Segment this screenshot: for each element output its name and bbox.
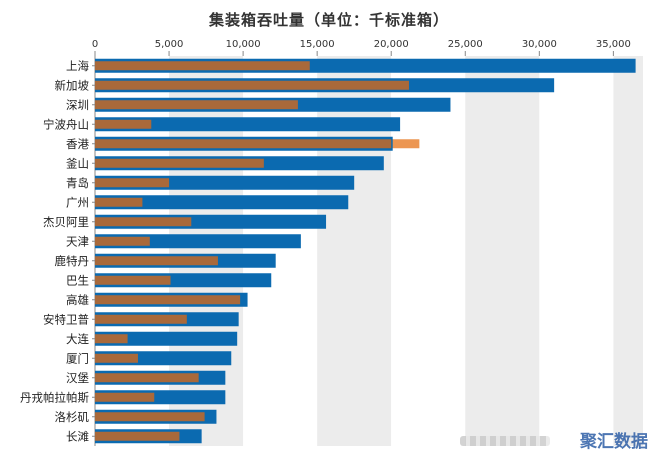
x-tick-label: 0 xyxy=(92,39,98,50)
watermark-text: 聚汇数据 xyxy=(580,432,648,452)
grid-band xyxy=(465,56,540,446)
x-tick-label: 25,000 xyxy=(448,39,483,50)
bar-series-2 xyxy=(95,158,264,168)
bar-series-1 xyxy=(95,331,238,346)
bar-series-2 xyxy=(95,412,205,422)
x-tick-label: 5,000 xyxy=(155,39,184,50)
category-label: 高雄 xyxy=(66,293,89,307)
category-label: 新加坡 xyxy=(55,78,90,92)
x-tick-label: 10,000 xyxy=(226,39,261,50)
x-tick-label: 15,000 xyxy=(300,39,335,50)
bar-series-2 xyxy=(95,236,150,246)
bar-series-2 xyxy=(95,100,298,110)
bar-series-2 xyxy=(95,197,143,207)
category-label: 鹿特丹 xyxy=(55,254,90,268)
grid-band xyxy=(391,56,466,446)
category-label: 天津 xyxy=(66,234,89,248)
bar-series-2 xyxy=(95,80,409,90)
category-label: 广州 xyxy=(66,195,89,209)
bar-series-2 xyxy=(95,373,199,383)
bar-series-2 xyxy=(95,119,152,129)
chart-title: 集装箱吞吐量（单位：千标准箱） xyxy=(208,11,449,29)
bar-series-2 xyxy=(95,295,241,305)
grid-band xyxy=(243,56,318,446)
category-label: 杰贝阿里 xyxy=(43,215,89,229)
bar-series-2 xyxy=(95,61,310,71)
category-label: 宁波舟山 xyxy=(43,117,89,131)
bar-series-1 xyxy=(95,117,401,132)
category-label: 洛杉矶 xyxy=(55,410,90,424)
bar-series-2 xyxy=(95,314,187,324)
x-tick-label: 35,000 xyxy=(596,39,631,50)
grid-band xyxy=(539,56,614,446)
grid-band xyxy=(317,56,392,446)
bar-series-2 xyxy=(95,334,128,344)
category-label: 汉堡 xyxy=(66,371,89,385)
category-label: 釜山 xyxy=(66,156,89,170)
category-label: 大连 xyxy=(66,332,89,346)
bar-series-1 xyxy=(95,195,349,210)
watermark-blurred-text xyxy=(460,436,550,446)
bar-series-2 xyxy=(95,275,171,285)
bar-series-2 xyxy=(95,431,180,441)
bar-series-2 xyxy=(95,392,155,402)
bar-series-2 xyxy=(95,353,138,363)
bar-series-2 xyxy=(95,256,218,266)
category-label: 深圳 xyxy=(66,98,89,112)
category-label: 安特卫普 xyxy=(43,312,89,326)
category-label: 长滩 xyxy=(66,429,89,443)
bar-series-2 xyxy=(95,139,392,149)
category-label: 青岛 xyxy=(66,176,89,190)
category-label: 上海 xyxy=(66,59,89,73)
bar-series-2 xyxy=(95,178,170,188)
x-tick-label: 30,000 xyxy=(522,39,557,50)
bar-series-2 xyxy=(95,217,192,227)
category-label: 厦门 xyxy=(66,351,89,365)
category-label: 丹戎帕拉帕斯 xyxy=(20,390,89,404)
category-label: 巴生 xyxy=(66,273,89,287)
x-tick-label: 20,000 xyxy=(374,39,409,50)
category-label: 香港 xyxy=(66,137,89,151)
grid-band xyxy=(95,56,170,446)
grid-band xyxy=(169,56,244,446)
grid-band xyxy=(613,56,643,446)
